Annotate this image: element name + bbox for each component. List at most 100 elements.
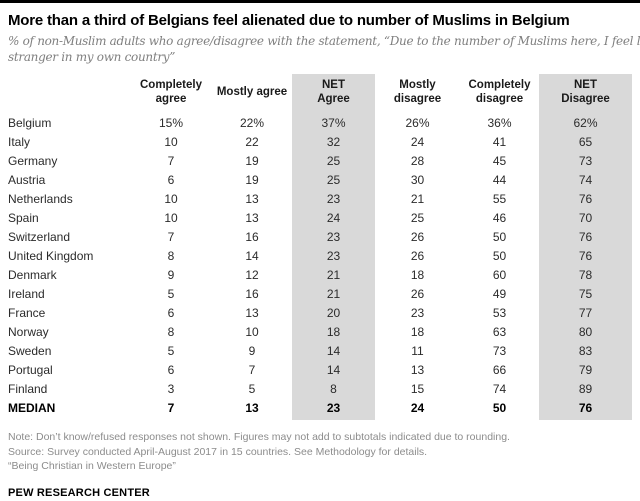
country-cell: Denmark (8, 267, 57, 282)
value-cell: 23 (326, 400, 341, 415)
country-column-header (4, 74, 130, 113)
figure-container: More than a third of Belgians feel alien… (0, 12, 640, 501)
data-table: Completely agree Mostly agree NET Agree … (4, 74, 632, 421)
value-cell: 18 (410, 324, 425, 339)
column-header-mostly-disagree: Mostly disagree (393, 79, 442, 105)
value-cell: 49 (492, 286, 507, 301)
country-cell: Portugal (8, 362, 53, 377)
value-cell: 13 (410, 362, 425, 377)
value-cell: 3 (167, 381, 175, 396)
country-cell: Belgium (8, 115, 52, 130)
value-cell: 15 (410, 381, 425, 396)
value-cell: 24 (326, 210, 341, 225)
value-cell: 41 (492, 134, 507, 149)
value-cell: 77 (578, 305, 593, 320)
subtitle-line-1: % of non-Muslim adults who agree/disagre… (8, 34, 640, 48)
value-cell: 53 (492, 305, 507, 320)
column-header-completely-disagree: Completely disagree (468, 79, 531, 105)
table-row: France 6 13 20 23 53 77 (4, 303, 632, 322)
table-spacer-row (4, 417, 632, 420)
column-header-mostly-agree: Mostly agree (216, 85, 288, 98)
value-cell: 45 (492, 153, 507, 168)
value-cell: 9 (167, 267, 175, 282)
value-cell: 8 (330, 381, 337, 396)
value-cell: 74 (578, 172, 593, 187)
value-cell: 26 (410, 229, 425, 244)
value-cell: 26 (410, 286, 425, 301)
report-title-line: “Being Christian in Western Europe” (8, 460, 176, 473)
value-cell: 76 (578, 400, 593, 415)
country-cell: Switzerland (8, 229, 71, 244)
value-cell: 28 (410, 153, 425, 168)
value-cell: 7 (167, 229, 175, 244)
pew-research-center-logo: PEW RESEARCH CENTER (8, 486, 150, 499)
value-cell: 26% (405, 115, 430, 130)
column-header-completely-agree: Completely agree (140, 79, 202, 105)
table-row: Belgium 15% 22% 37% 26% 36% 62% (4, 113, 632, 132)
value-cell: 23 (326, 229, 341, 244)
value-cell: 30 (410, 172, 425, 187)
value-cell: 66 (492, 362, 507, 377)
value-cell: 76 (578, 191, 593, 206)
country-cell: MEDIAN (8, 400, 56, 415)
value-cell: 14 (326, 362, 341, 377)
table-row: Finland 3 5 8 15 74 89 (4, 379, 632, 398)
subtitle-line-2: stranger in my own country” (8, 49, 176, 64)
value-cell: 21 (410, 191, 425, 206)
value-cell: 8 (167, 324, 175, 339)
value-cell: 25 (326, 172, 341, 187)
value-cell: 22 (245, 134, 259, 149)
country-cell: Ireland (8, 286, 45, 301)
value-cell: 74 (492, 381, 507, 396)
footnotes: Note: Don’t know/refused responses not s… (8, 430, 632, 473)
value-cell: 16 (245, 229, 259, 244)
value-cell: 14 (326, 343, 341, 358)
value-cell: 24 (410, 134, 425, 149)
table-row: United Kingdom 8 14 23 26 50 76 (4, 246, 632, 265)
value-cell: 70 (578, 210, 593, 225)
value-cell: 76 (578, 229, 593, 244)
value-cell: 13 (245, 210, 259, 225)
value-cell: 44 (492, 172, 507, 187)
value-cell: 7 (167, 153, 175, 168)
table-row: Italy 10 22 32 24 41 65 (4, 132, 632, 151)
value-cell: 6 (167, 305, 175, 320)
source-line: Source: Survey conducted April-August 20… (8, 445, 428, 458)
value-cell: 21 (326, 267, 341, 282)
value-cell: 23 (326, 191, 341, 206)
value-cell: 10 (164, 134, 178, 149)
value-cell: 13 (245, 191, 259, 206)
value-cell: 20 (326, 305, 341, 320)
value-cell: 65 (578, 134, 593, 149)
value-cell: 23 (326, 248, 341, 263)
table-row: Switzerland 7 16 23 26 50 76 (4, 227, 632, 246)
value-cell: 15% (158, 115, 184, 130)
value-cell: 50 (492, 229, 507, 244)
value-cell: 50 (492, 400, 507, 415)
value-cell: 55 (492, 191, 507, 206)
table-row: Portugal 6 7 14 13 66 79 (4, 360, 632, 379)
value-cell: 62% (573, 115, 598, 130)
country-cell: Netherlands (8, 191, 73, 206)
value-cell: 13 (245, 305, 259, 320)
country-cell: Italy (8, 134, 31, 149)
value-cell: 26 (410, 248, 425, 263)
country-cell: Finland (8, 381, 48, 396)
value-cell: 73 (578, 153, 593, 168)
value-cell: 22% (239, 115, 265, 130)
table-row-median: MEDIAN 7 13 23 24 50 76 (4, 398, 632, 417)
table-header-row: Completely agree Mostly agree NET Agree … (4, 74, 632, 113)
value-cell: 5 (167, 343, 175, 358)
value-cell: 37% (321, 115, 346, 130)
value-cell: 6 (167, 172, 175, 187)
table-row: Ireland 5 16 21 26 49 75 (4, 284, 632, 303)
value-cell: 7 (248, 362, 256, 377)
value-cell: 10 (164, 191, 178, 206)
country-cell: United Kingdom (8, 248, 94, 263)
value-cell: 36% (487, 115, 512, 130)
country-cell: Norway (8, 324, 49, 339)
column-header-net-disagree: NET Disagree (561, 79, 610, 105)
value-cell: 79 (578, 362, 593, 377)
country-cell: Spain (8, 210, 39, 225)
value-cell: 75 (578, 286, 593, 301)
